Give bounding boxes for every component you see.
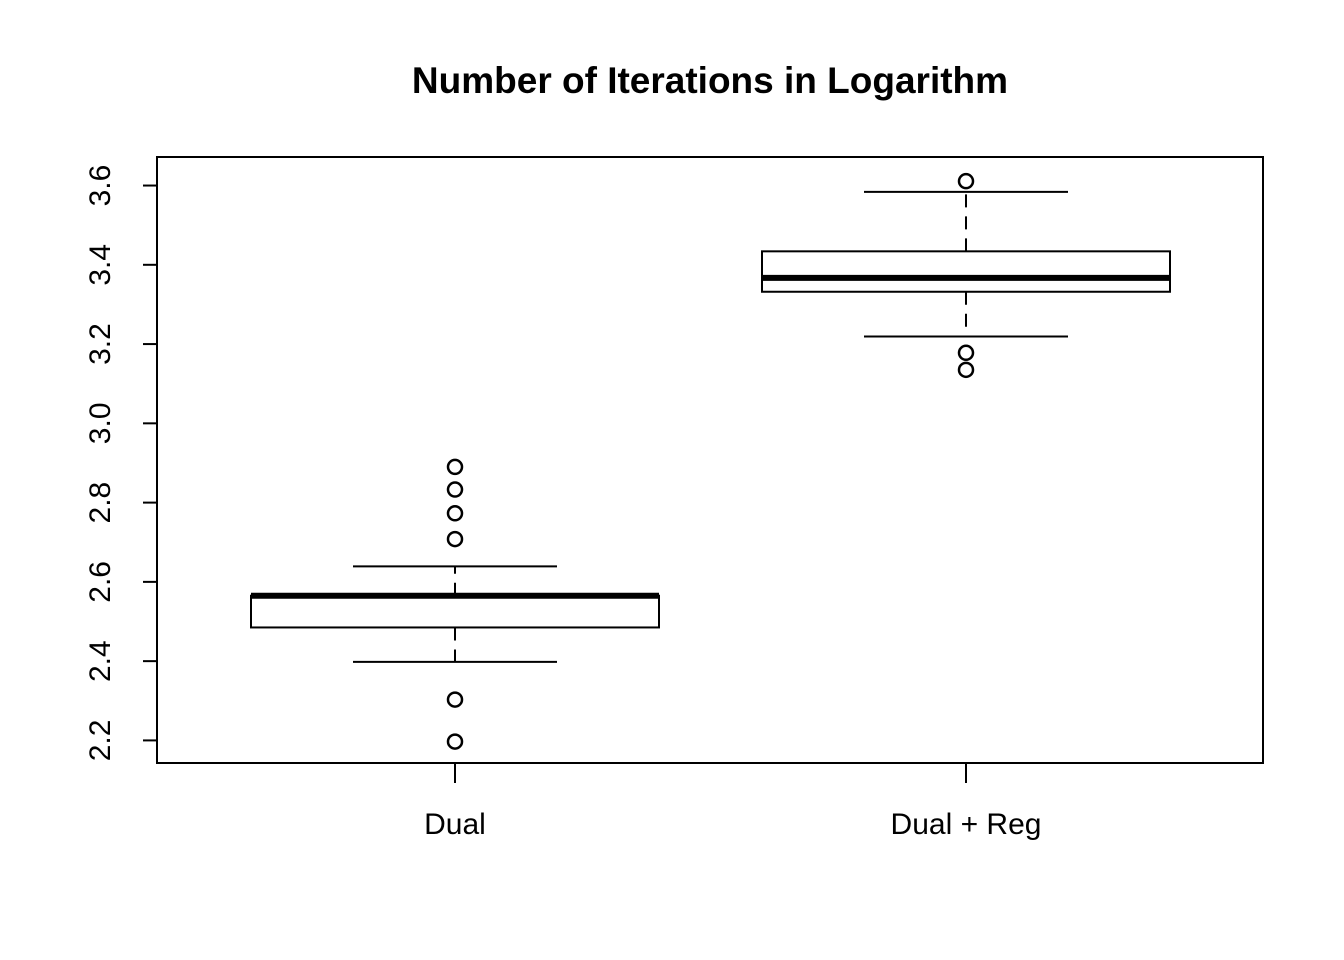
y-tick-label: 3.0 <box>84 402 117 444</box>
box-iqr <box>250 594 660 629</box>
box-iqr <box>761 250 1171 293</box>
y-tick-label: 3.2 <box>84 323 117 365</box>
plot-frame <box>156 156 1264 764</box>
x-axis: Dual Dual + Reg <box>424 763 1041 841</box>
y-axis: 2.2 2.4 2.6 2.8 3.0 3.2 3.4 3.6 <box>84 165 158 762</box>
y-tick-label: 2.4 <box>84 640 117 682</box>
y-tick-label: 2.6 <box>84 561 117 603</box>
box-dual-reg <box>761 172 1171 379</box>
x-tick-label: Dual <box>424 808 486 841</box>
outlier-point <box>957 172 975 190</box>
y-tick-label: 3.4 <box>84 244 117 286</box>
y-tick-label: 2.8 <box>84 482 117 524</box>
y-tick-label: 2.2 <box>84 720 117 762</box>
outlier-point <box>446 458 464 476</box>
outlier-point <box>446 530 464 548</box>
outlier-point <box>446 481 464 498</box>
boxes-layer <box>250 172 1171 750</box>
chart-title: Number of Iterations in Logarithm <box>412 60 1008 101</box>
outlier-point <box>957 361 975 379</box>
outlier-point <box>446 691 464 708</box>
x-tick-label: Dual + Reg <box>891 808 1042 841</box>
outlier-point <box>446 733 464 750</box>
outlier-point <box>957 344 975 362</box>
box-dual <box>250 458 660 750</box>
outlier-point <box>446 505 464 522</box>
y-tick-label: 3.6 <box>84 165 117 207</box>
